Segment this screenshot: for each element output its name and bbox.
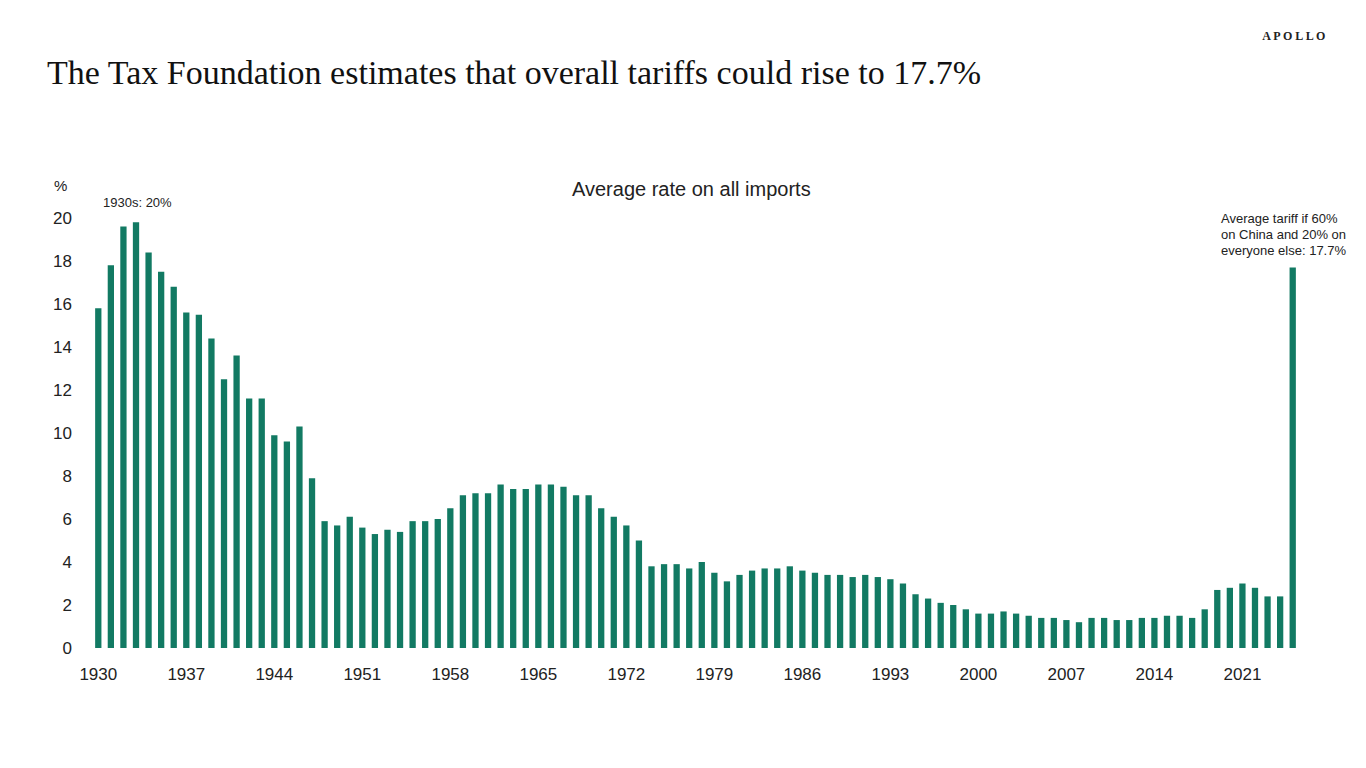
svg-text:16: 16 xyxy=(53,295,72,314)
svg-text:1993: 1993 xyxy=(871,665,909,684)
svg-text:everyone else: 17.7%: everyone else: 17.7% xyxy=(1221,243,1346,258)
svg-text:1944: 1944 xyxy=(255,665,293,684)
svg-text:2014: 2014 xyxy=(1135,665,1173,684)
svg-text:A P O L L O: A P O L L O xyxy=(1262,29,1325,43)
svg-text:1986: 1986 xyxy=(783,665,821,684)
svg-text:1979: 1979 xyxy=(695,665,733,684)
svg-text:%: % xyxy=(54,177,67,194)
svg-text:2: 2 xyxy=(63,596,72,615)
svg-text:12: 12 xyxy=(53,381,72,400)
svg-text:2000: 2000 xyxy=(959,665,997,684)
svg-text:1958: 1958 xyxy=(431,665,469,684)
svg-text:8: 8 xyxy=(63,467,72,486)
svg-text:Average tariff if 60%: Average tariff if 60% xyxy=(1221,211,1338,226)
svg-text:2007: 2007 xyxy=(1047,665,1085,684)
svg-text:1930: 1930 xyxy=(79,665,117,684)
svg-text:on China and 20% on: on China and 20% on xyxy=(1221,227,1346,242)
svg-text:4: 4 xyxy=(63,553,72,572)
svg-text:14: 14 xyxy=(53,338,72,357)
svg-text:1972: 1972 xyxy=(607,665,645,684)
svg-text:The Tax Foundation estimates t: The Tax Foundation estimates that overal… xyxy=(47,54,981,91)
svg-text:18: 18 xyxy=(53,252,72,271)
svg-text:20: 20 xyxy=(53,209,72,228)
svg-text:2021: 2021 xyxy=(1224,665,1262,684)
svg-text:1951: 1951 xyxy=(343,665,381,684)
svg-text:6: 6 xyxy=(63,510,72,529)
svg-text:1930s: 20%: 1930s: 20% xyxy=(103,195,172,210)
svg-text:0: 0 xyxy=(63,639,72,658)
svg-text:Average rate on all imports: Average rate on all imports xyxy=(572,178,811,200)
svg-text:1965: 1965 xyxy=(519,665,557,684)
svg-text:1937: 1937 xyxy=(167,665,205,684)
svg-text:10: 10 xyxy=(53,424,72,443)
